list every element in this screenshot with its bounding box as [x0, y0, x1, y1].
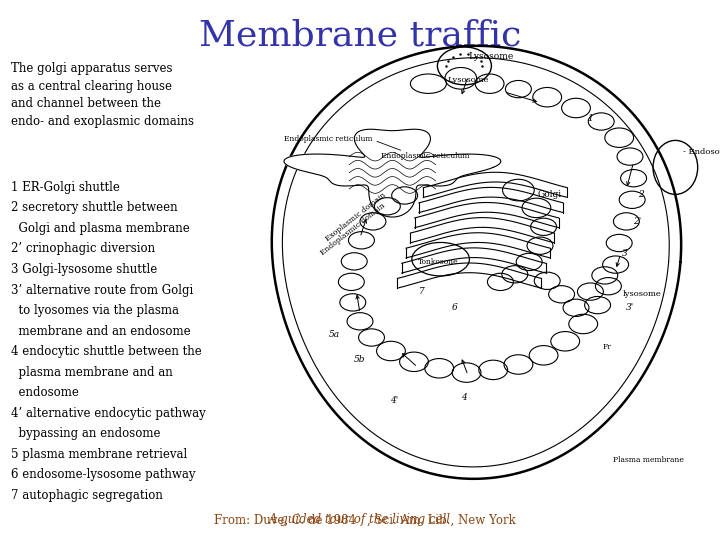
Text: Endoplasmic reticulum: Endoplasmic reticulum [284, 136, 373, 143]
Text: Exoplasmic domain: Exoplasmic domain [324, 191, 387, 243]
Text: 4': 4' [390, 396, 399, 405]
Text: 7 autophagic segregation: 7 autophagic segregation [11, 489, 163, 502]
Text: 2 secretory shuttle between: 2 secretory shuttle between [11, 201, 177, 214]
Text: lysosome: lysosome [623, 291, 662, 298]
Polygon shape [284, 129, 501, 217]
Text: 3’ alternative route from Golgi: 3’ alternative route from Golgi [11, 284, 193, 296]
Text: Golgi and plasma membrane: Golgi and plasma membrane [11, 222, 189, 235]
Text: 4: 4 [462, 394, 467, 402]
Text: to lyosomes via the plasma: to lyosomes via the plasma [11, 304, 179, 317]
Text: 1: 1 [588, 114, 593, 123]
Text: 3 Golgi-lysosome shuttle: 3 Golgi-lysosome shuttle [11, 263, 157, 276]
Text: 1 ER-Golgi shuttle: 1 ER-Golgi shuttle [11, 181, 120, 194]
Text: endosome: endosome [11, 386, 78, 399]
Text: 2’ crinophagic diversion: 2’ crinophagic diversion [11, 242, 155, 255]
Text: Fr: Fr [603, 343, 611, 350]
Text: 2: 2 [638, 190, 644, 199]
Text: Endoplasmic reticulum: Endoplasmic reticulum [381, 152, 469, 159]
Text: 3': 3' [626, 303, 634, 312]
Text: 7: 7 [419, 287, 425, 296]
Text: From: Duve, C. de 1984: From: Duve, C. de 1984 [215, 514, 360, 526]
Text: plasma membrane and an: plasma membrane and an [11, 366, 173, 379]
Text: A guided tour of the living cell: A guided tour of the living cell [269, 514, 451, 526]
Text: Tonkosone: Tonkosone [418, 258, 458, 266]
Text: Golgi: Golgi [537, 190, 562, 199]
Text: 4 endocytic shuttle between the: 4 endocytic shuttle between the [11, 345, 202, 358]
Text: 4’ alternative endocytic pathway: 4’ alternative endocytic pathway [11, 407, 205, 420]
Text: 5a: 5a [329, 330, 341, 339]
Text: 5 plasma membrane retrieval: 5 plasma membrane retrieval [11, 448, 187, 461]
Text: 6: 6 [452, 303, 458, 312]
Text: Lysosome: Lysosome [448, 76, 490, 84]
Text: - Endosome: - Endosome [683, 148, 720, 156]
Text: 5b: 5b [354, 355, 366, 363]
Text: Endoplasmic domain: Endoplasmic domain [319, 202, 387, 257]
Text: Membrane traffic: Membrane traffic [199, 19, 521, 53]
Text: 2': 2' [633, 217, 642, 226]
Text: , Sci. Am. Lib., New York: , Sci. Am. Lib., New York [367, 514, 516, 526]
Text: bypassing an endosome: bypassing an endosome [11, 427, 161, 440]
Text: Plasma membrane: Plasma membrane [613, 456, 684, 464]
Text: The golgi apparatus serves
as a central clearing house
and channel between the
e: The golgi apparatus serves as a central … [11, 62, 194, 127]
Text: membrane and an endosome: membrane and an endosome [11, 325, 190, 338]
Text: 6 endosome-lysosome pathway: 6 endosome-lysosome pathway [11, 468, 195, 481]
Text: Lysosome: Lysosome [469, 52, 514, 61]
Text: 3: 3 [622, 249, 628, 258]
